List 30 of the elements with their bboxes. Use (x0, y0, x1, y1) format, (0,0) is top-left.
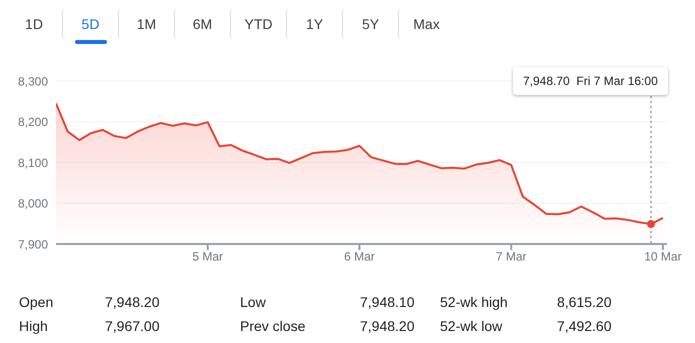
x-tick-label: 5 Mar (192, 250, 224, 264)
text: 5D (62, 10, 118, 38)
x-tick-label: 6 Mar (344, 250, 375, 264)
text: 7,948.20 (360, 318, 416, 334)
y-tick-label: 8,300 (18, 74, 48, 88)
text: 5Y (342, 10, 398, 38)
y-tick-label: 8,000 (18, 196, 48, 211)
text: 6M (174, 10, 230, 38)
text: 1Y (286, 10, 342, 38)
text: Prev close (240, 318, 306, 334)
text: 7,948.10 (360, 294, 416, 310)
y-tick-label: 8,100 (18, 156, 48, 170)
text: 7,492.60 (557, 318, 612, 334)
text: Low (240, 294, 267, 310)
text: Open (19, 294, 54, 310)
text: Max (398, 10, 454, 38)
text: 52-wk low (440, 318, 504, 334)
y-tick-label: 7,900 (18, 237, 48, 252)
text: 7,967.00 (105, 318, 160, 334)
annotation: 7,948.70 Fri 7 Mar 16:00 (513, 67, 668, 95)
text: 8,615.20 (557, 294, 612, 310)
x-tick-label: 7 Mar (496, 250, 527, 264)
text: 52-wk high (440, 294, 509, 310)
text: 1D (24, 15, 44, 34)
text: 1M (118, 10, 174, 38)
x-tick-label: 10 Mar (644, 250, 682, 264)
text: High (19, 318, 49, 334)
text: YTD (230, 10, 286, 38)
text: 7,948.20 (105, 294, 160, 310)
y-tick-label: 8,200 (18, 115, 48, 130)
